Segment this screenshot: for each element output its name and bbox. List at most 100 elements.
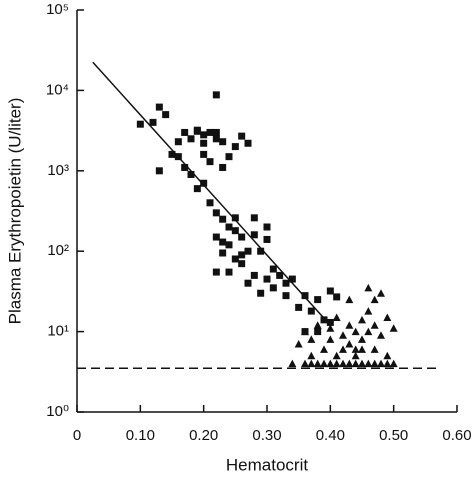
square-point: [269, 284, 277, 292]
square-point: [200, 139, 208, 147]
square-point: [155, 103, 163, 111]
square-point: [212, 209, 220, 217]
triangle-point: [320, 345, 328, 353]
square-point: [238, 132, 246, 140]
y-tick-label: 10¹: [47, 323, 69, 340]
triangle-point: [351, 345, 360, 353]
square-point: [320, 316, 328, 324]
square-point: [244, 139, 252, 147]
square-point: [200, 131, 208, 139]
y-tick-label: 10⁴: [46, 81, 69, 98]
triangle-point: [332, 313, 341, 321]
square-point: [225, 268, 233, 276]
square-point: [263, 275, 271, 283]
square-point: [174, 138, 182, 146]
square-point: [155, 167, 163, 175]
fit-line: [92, 61, 331, 326]
triangle-point: [377, 289, 385, 297]
square-point: [288, 275, 296, 283]
triangle-point: [364, 359, 373, 368]
square-point: [244, 279, 252, 287]
x-tick-label: 0.60: [442, 427, 471, 444]
triangle-point: [345, 359, 354, 368]
x-tick-label: 0.40: [316, 427, 345, 444]
square-point: [282, 279, 290, 287]
square-point: [225, 241, 233, 249]
square-point: [187, 135, 195, 143]
x-axis-title: Hematocrit: [226, 455, 308, 474]
square-point: [187, 170, 195, 178]
square-point: [219, 163, 227, 171]
square-point: [314, 296, 322, 304]
square-point: [206, 128, 214, 136]
square-point: [301, 292, 309, 300]
x-tick-label: 0.50: [379, 427, 408, 444]
triangle-point: [301, 327, 309, 336]
square-point: [174, 153, 182, 161]
triangle-point: [320, 359, 328, 368]
x-tick-label: 0: [73, 427, 81, 444]
triangle-point: [351, 327, 360, 336]
square-point: [200, 179, 208, 187]
square-point: [250, 214, 258, 222]
square-point: [269, 265, 277, 273]
triangle-point: [364, 307, 373, 315]
square-point: [212, 268, 220, 276]
square-point: [219, 138, 227, 146]
square-point: [136, 120, 144, 128]
y-tick-label: 10⁰: [46, 403, 69, 420]
triangle-point: [345, 295, 354, 304]
triangle-point: [377, 331, 385, 339]
triangle-point: [370, 345, 379, 353]
square-point: [326, 318, 334, 326]
square-point: [257, 247, 265, 255]
square-point: [231, 255, 239, 263]
square-point: [181, 163, 189, 171]
triangle-point: [332, 359, 341, 368]
square-point: [225, 223, 233, 231]
square-point: [200, 150, 208, 158]
triangle-point: [358, 335, 366, 343]
triangle-point: [326, 335, 335, 343]
triangle-point: [351, 351, 360, 360]
square-point: [257, 289, 265, 297]
square-point: [206, 158, 214, 166]
square-point: [219, 215, 227, 223]
triangle-point: [339, 331, 347, 339]
square-point: [326, 287, 334, 295]
triangle-point: [358, 315, 366, 324]
square-point: [263, 235, 271, 243]
square-point: [238, 260, 246, 268]
square-point: [149, 118, 157, 126]
square-point: [231, 143, 239, 151]
triangle-point: [301, 359, 309, 368]
triangle-point: [364, 283, 373, 292]
triangle-point: [326, 359, 335, 368]
triangle-point: [358, 359, 366, 368]
y-tick-label: 10⁵: [46, 1, 69, 18]
square-point: [193, 127, 201, 135]
square-point: [231, 227, 239, 235]
triangle-point: [389, 359, 398, 368]
square-point: [314, 328, 322, 336]
triangle-point: [370, 359, 379, 368]
triangle-point: [377, 359, 385, 368]
square-point: [168, 150, 176, 158]
square-point: [250, 231, 258, 239]
square-point: [219, 249, 227, 257]
square-point: [263, 223, 271, 231]
triangle-point: [370, 295, 379, 304]
triangle-point: [345, 340, 354, 348]
square-point: [307, 307, 315, 315]
square-point: [231, 214, 239, 222]
square-point: [244, 247, 252, 255]
square-point: [162, 111, 170, 119]
triangle-point: [339, 359, 347, 368]
triangle-point: [339, 345, 347, 353]
triangle-point: [389, 324, 398, 332]
triangle-point: [326, 324, 335, 332]
triangle-point: [383, 313, 392, 321]
square-point: [282, 292, 290, 300]
x-tick-label: 0.10: [126, 427, 155, 444]
square-point: [212, 91, 220, 99]
